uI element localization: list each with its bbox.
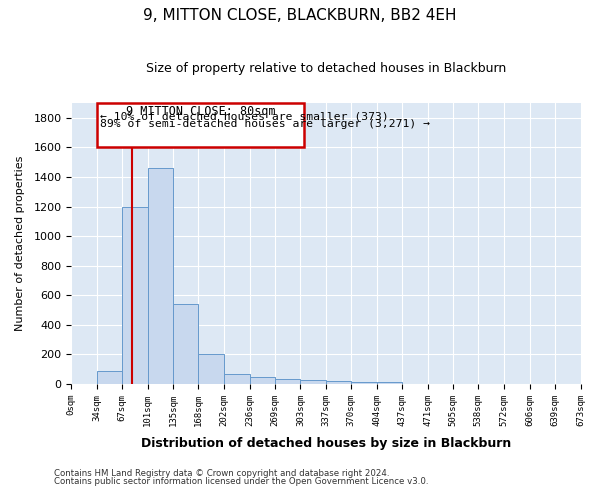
Text: Contains public sector information licensed under the Open Government Licence v3: Contains public sector information licen… <box>54 477 428 486</box>
X-axis label: Distribution of detached houses by size in Blackburn: Distribution of detached houses by size … <box>141 437 511 450</box>
Bar <box>301 380 326 384</box>
Bar <box>199 354 224 384</box>
Text: ← 10% of detached houses are smaller (373): ← 10% of detached houses are smaller (37… <box>100 112 389 122</box>
Text: 9 MITTON CLOSE: 80sqm: 9 MITTON CLOSE: 80sqm <box>126 105 275 118</box>
Text: Contains HM Land Registry data © Crown copyright and database right 2024.: Contains HM Land Registry data © Crown c… <box>54 468 389 477</box>
Y-axis label: Number of detached properties: Number of detached properties <box>15 156 25 331</box>
FancyBboxPatch shape <box>97 103 304 148</box>
Text: 89% of semi-detached houses are larger (3,271) →: 89% of semi-detached houses are larger (… <box>100 120 430 130</box>
Bar <box>122 206 148 384</box>
Title: Size of property relative to detached houses in Blackburn: Size of property relative to detached ho… <box>146 62 506 76</box>
Bar <box>275 378 301 384</box>
Bar <box>148 168 173 384</box>
Bar <box>250 376 275 384</box>
Bar <box>173 304 199 384</box>
Bar <box>326 381 351 384</box>
Bar <box>97 370 122 384</box>
Text: 9, MITTON CLOSE, BLACKBURN, BB2 4EH: 9, MITTON CLOSE, BLACKBURN, BB2 4EH <box>143 8 457 22</box>
Bar <box>224 374 250 384</box>
Bar <box>351 382 377 384</box>
Bar <box>377 382 402 384</box>
